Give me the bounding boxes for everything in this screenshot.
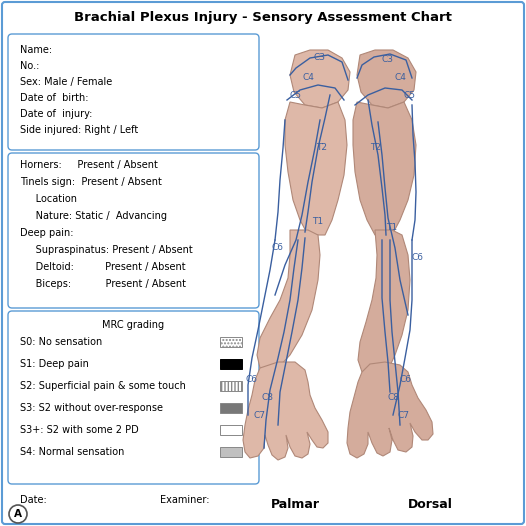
Text: T1: T1 bbox=[312, 217, 323, 227]
Bar bbox=[220, 425, 242, 435]
Text: C3: C3 bbox=[381, 56, 393, 65]
Text: S3+: S2 with some 2 PD: S3+: S2 with some 2 PD bbox=[20, 425, 139, 435]
Text: C8: C8 bbox=[262, 393, 274, 402]
Text: C6: C6 bbox=[412, 254, 424, 262]
Text: Supraspinatus: Present / Absent: Supraspinatus: Present / Absent bbox=[20, 245, 193, 255]
FancyBboxPatch shape bbox=[8, 153, 259, 308]
Text: C6: C6 bbox=[246, 376, 258, 385]
Text: Date:: Date: bbox=[20, 495, 47, 505]
Text: S2: Superficial pain & some touch: S2: Superficial pain & some touch bbox=[20, 381, 186, 391]
Polygon shape bbox=[358, 230, 410, 378]
Text: Horners:     Present / Absent: Horners: Present / Absent bbox=[20, 160, 158, 170]
Text: C6: C6 bbox=[272, 244, 284, 252]
Bar bbox=[220, 447, 242, 457]
Text: No.:: No.: bbox=[20, 61, 39, 71]
Bar bbox=[220, 403, 242, 413]
Polygon shape bbox=[347, 362, 433, 458]
Text: Date of  injury:: Date of injury: bbox=[20, 109, 93, 119]
Text: C5: C5 bbox=[290, 90, 302, 99]
Polygon shape bbox=[243, 362, 328, 460]
Text: Nature: Static /  Advancing: Nature: Static / Advancing bbox=[20, 211, 167, 221]
Text: C7: C7 bbox=[254, 410, 266, 420]
Text: Deep pain:: Deep pain: bbox=[20, 228, 74, 238]
FancyBboxPatch shape bbox=[8, 311, 259, 484]
Text: S0: No sensation: S0: No sensation bbox=[20, 337, 102, 347]
Bar bbox=[220, 337, 242, 347]
Polygon shape bbox=[353, 102, 416, 235]
Text: C4: C4 bbox=[302, 74, 314, 83]
Text: T2: T2 bbox=[370, 144, 381, 153]
Text: C6: C6 bbox=[399, 376, 411, 385]
Polygon shape bbox=[290, 50, 350, 108]
Text: Dorsal: Dorsal bbox=[408, 499, 452, 511]
Text: C3: C3 bbox=[314, 54, 326, 63]
Text: Examiner:: Examiner: bbox=[160, 495, 209, 505]
Text: MRC grading: MRC grading bbox=[103, 320, 165, 330]
Text: T1: T1 bbox=[387, 224, 398, 232]
Text: C5: C5 bbox=[404, 90, 416, 99]
Text: T2: T2 bbox=[317, 144, 328, 153]
Text: Tinels sign:  Present / Absent: Tinels sign: Present / Absent bbox=[20, 177, 162, 187]
Text: Name:: Name: bbox=[20, 45, 52, 55]
Polygon shape bbox=[285, 102, 347, 235]
Text: Sex: Male / Female: Sex: Male / Female bbox=[20, 77, 112, 87]
Text: S3: S2 without over-response: S3: S2 without over-response bbox=[20, 403, 163, 413]
Text: Palmar: Palmar bbox=[270, 499, 319, 511]
Text: Location: Location bbox=[20, 194, 77, 204]
Text: A: A bbox=[14, 509, 22, 519]
Text: Deltoid:          Present / Absent: Deltoid: Present / Absent bbox=[20, 262, 186, 272]
Polygon shape bbox=[257, 230, 320, 372]
FancyBboxPatch shape bbox=[8, 34, 259, 150]
Text: Biceps:           Present / Absent: Biceps: Present / Absent bbox=[20, 279, 186, 289]
Polygon shape bbox=[357, 50, 416, 108]
Text: C8: C8 bbox=[387, 393, 399, 402]
Bar bbox=[220, 359, 242, 369]
Text: Brachial Plexus Injury - Sensory Assessment Chart: Brachial Plexus Injury - Sensory Assessm… bbox=[74, 12, 452, 25]
Text: S1: Deep pain: S1: Deep pain bbox=[20, 359, 89, 369]
Text: C7: C7 bbox=[397, 410, 409, 420]
Bar bbox=[220, 381, 242, 391]
Text: Date of  birth:: Date of birth: bbox=[20, 93, 88, 103]
Text: C4: C4 bbox=[394, 74, 406, 83]
Text: S4: Normal sensation: S4: Normal sensation bbox=[20, 447, 124, 457]
Text: Side injured: Right / Left: Side injured: Right / Left bbox=[20, 125, 138, 135]
